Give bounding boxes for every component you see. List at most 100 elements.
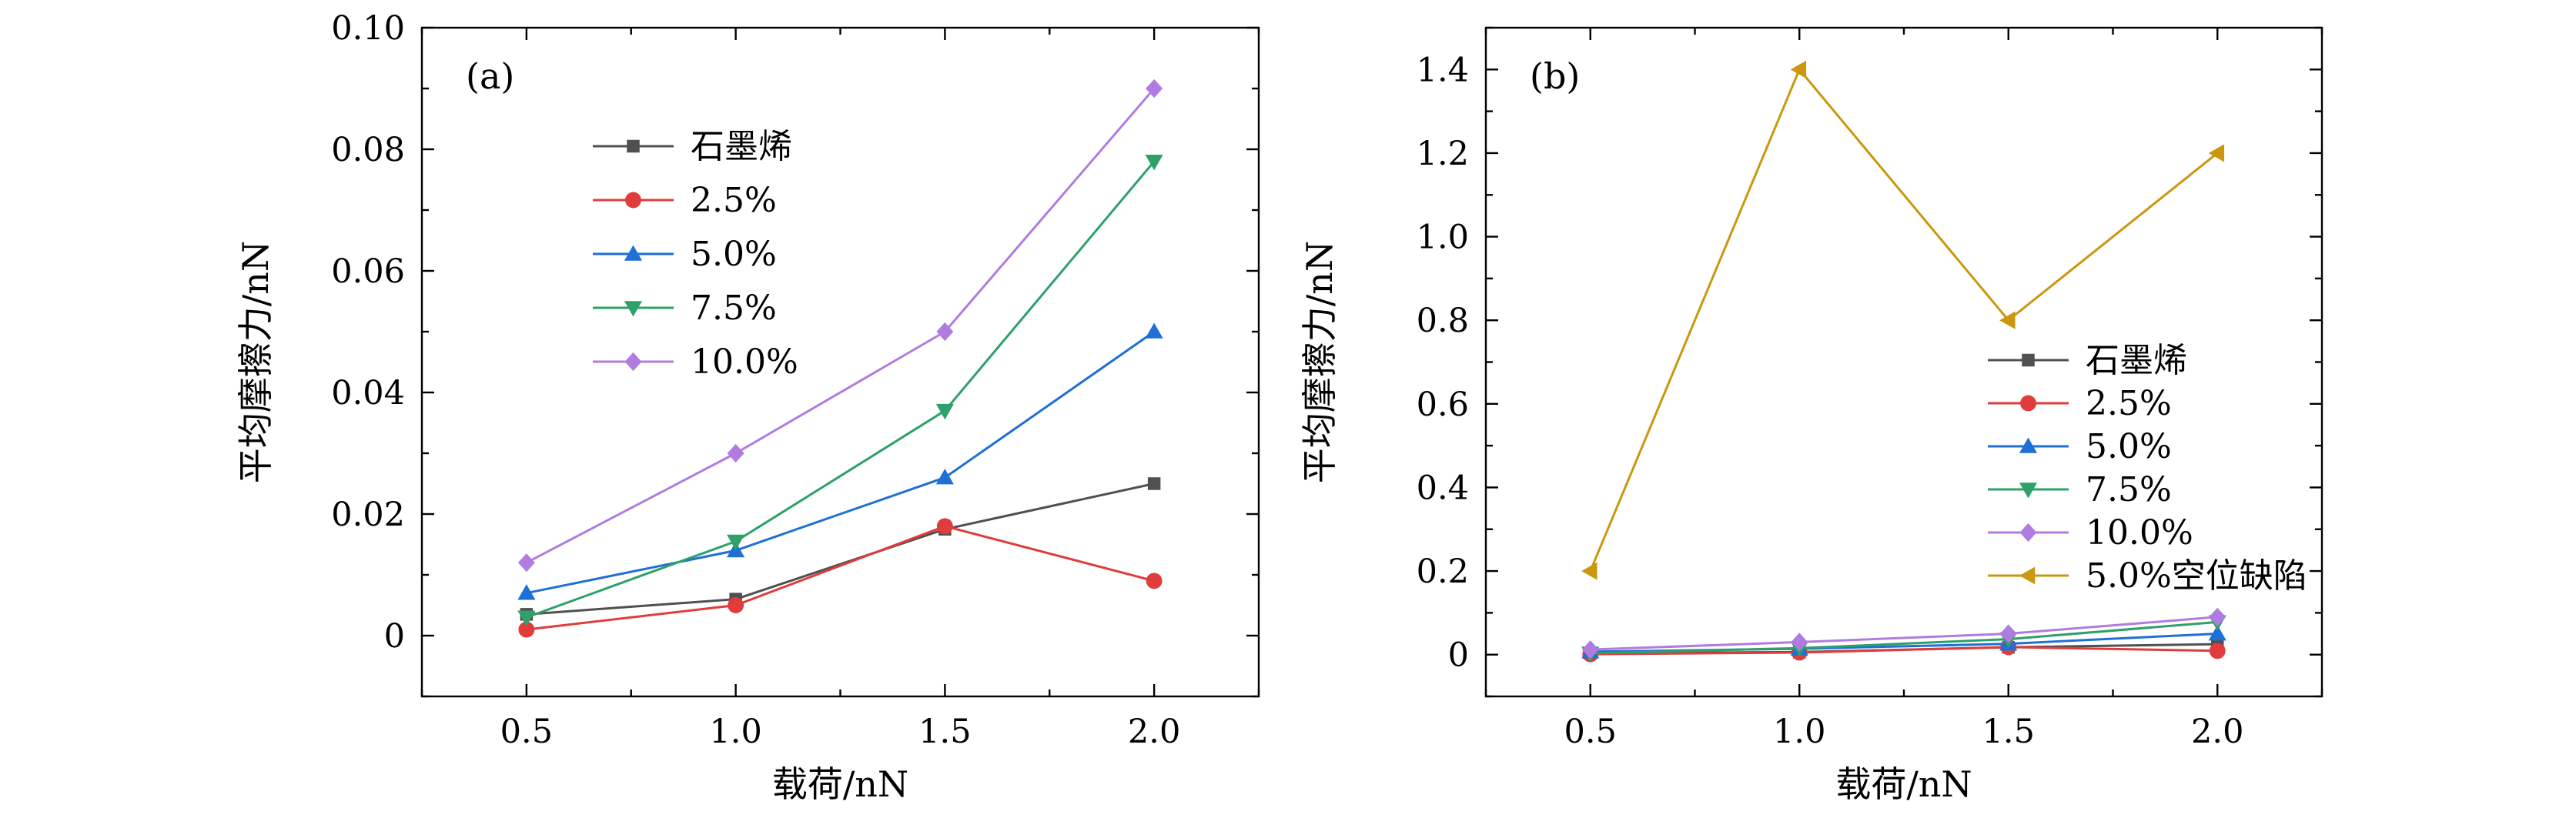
y-tick-label: 0.08: [331, 131, 405, 169]
y-tick-label: 1.2: [1417, 135, 1469, 173]
data-point: [936, 518, 953, 535]
legend-marker: [2022, 353, 2035, 367]
panel-label: (b): [1530, 55, 1580, 97]
series-1: [520, 477, 1161, 621]
x-tick-label: 1.0: [709, 713, 761, 751]
legend-item: 5.0%: [1988, 427, 2172, 466]
legend-label: 10.0%: [691, 342, 798, 382]
series-line: [526, 482, 1155, 616]
series-5: [1581, 607, 2226, 659]
data-point: [1581, 562, 1597, 580]
y-tick-label: 0.4: [1417, 469, 1469, 507]
y-tick-label: 1.0: [1417, 219, 1469, 257]
data-point: [1146, 78, 1163, 98]
data-point: [2208, 624, 2226, 641]
y-tick-label: 0.2: [1417, 553, 1469, 591]
x-tick-label: 1.5: [1982, 713, 2035, 751]
panel-b: 0.5 1.0 1.5 2.0 0 0.2 0.4 0.6 0.8 1.0 1.2 1.4 载荷/nN 平…: [1299, 26, 2323, 805]
legend-label: 7.5%: [691, 289, 777, 328]
x-tick-label: 2.0: [2191, 713, 2243, 751]
data-point: [517, 610, 536, 626]
data-point: [518, 621, 535, 638]
y-axis: 0 0.02 0.04 0.06 0.08 0.10: [331, 9, 1259, 698]
y-axis-title: 平均摩擦力/nN: [1299, 241, 1340, 483]
x-axis: 0.5 1.0 1.5 2.0: [1484, 28, 2323, 751]
x-axis-title: 载荷/nN: [772, 763, 908, 805]
plot-frame: [420, 26, 1260, 698]
data-point: [728, 597, 744, 613]
x-tick-label: 1.0: [1773, 713, 1825, 751]
legend-marker: [624, 301, 643, 317]
data-point: [1146, 573, 1163, 589]
legend-item: 5.0%空位缺陷: [1988, 556, 2307, 596]
y-axis-title: 平均摩擦力/nN: [235, 241, 276, 483]
x-tick-label: 2.0: [1128, 713, 1180, 751]
y-tick-label: 0: [1448, 636, 1469, 675]
x-tick-label: 0.5: [500, 713, 553, 751]
data-point: [935, 469, 954, 485]
series-5: [517, 78, 1163, 573]
series-line: [1590, 620, 2218, 655]
data-point: [1145, 155, 1163, 171]
panel-label: (a): [466, 55, 514, 97]
y-tick-label: 0.04: [331, 374, 405, 412]
y-tick-label: 0.10: [331, 9, 405, 48]
legend-item: 5.0%: [593, 235, 777, 274]
y-tick-label: 0.02: [331, 496, 405, 534]
legend-marker: [2020, 395, 2036, 412]
legend-marker: [624, 245, 643, 261]
legend-label: 5.0%: [2086, 427, 2172, 466]
series-6: [1581, 60, 2225, 580]
legend-label: 5.0%空位缺陷: [2086, 556, 2307, 596]
legend-item: 10.0%: [1988, 513, 2193, 553]
series-2: [518, 518, 1163, 638]
legend-marker: [624, 352, 642, 372]
legend-marker: [627, 139, 640, 153]
legend-marker: [2019, 482, 2038, 499]
y-axis: 0 0.2 0.4 0.6 0.8 1.0 1.2 1.4: [1417, 26, 2322, 698]
legend-marker: [2019, 437, 2038, 453]
x-tick-label: 0.5: [1564, 713, 1617, 751]
x-tick-label: 1.5: [918, 713, 971, 751]
series-line: [1589, 67, 2219, 572]
legend-marker: [2019, 523, 2037, 543]
data-point: [1581, 640, 1599, 659]
legend-item: 7.5%: [1988, 470, 2172, 509]
series-line: [526, 160, 1156, 619]
y-tick-label: 0: [384, 617, 405, 656]
legend: 石墨烯 2.5% 5.0% 7.5% 10.0%: [593, 127, 798, 382]
legend-label: 10.0%: [2086, 513, 2193, 553]
series-line: [526, 525, 1155, 631]
data-point: [727, 443, 744, 463]
series-line: [526, 330, 1155, 595]
legend-label: 2.5%: [691, 181, 777, 220]
legend-item: 10.0%: [593, 342, 798, 382]
data-point: [727, 534, 745, 551]
legend-item: 2.5%: [1988, 384, 2172, 423]
series-line: [526, 88, 1156, 564]
legend-label: 2.5%: [2086, 384, 2172, 423]
legend-label: 5.0%: [691, 235, 777, 274]
legend-item: 石墨烯: [1988, 341, 2187, 380]
y-tick-label: 0.8: [1417, 302, 1469, 340]
panel-a: 0.5 1.0 1.5 2.0 0 0.02 0.04 0.06 0.08 0.10 载荷/nN 平均…: [235, 9, 1260, 805]
legend-marker: [2019, 566, 2036, 585]
legend: 石墨烯 2.5% 5.0% 7.5% 10.0%5.0%空位缺陷: [1988, 341, 2307, 596]
data-point: [2209, 643, 2226, 659]
y-tick-label: 0.06: [331, 252, 405, 291]
legend-label: 石墨烯: [2086, 341, 2187, 380]
series-line: [1590, 646, 2218, 656]
legend-marker: [625, 192, 641, 209]
legend-label: 石墨烯: [691, 127, 792, 166]
series-line: [1590, 616, 2218, 651]
data-point: [1790, 60, 1807, 78]
data-point: [1145, 322, 1163, 339]
data-point: [517, 553, 535, 573]
data-point: [936, 322, 954, 342]
plot-frame: [1484, 26, 2323, 698]
y-tick-label: 0.6: [1417, 386, 1469, 424]
series-4: [517, 155, 1163, 626]
data-point: [1999, 311, 2016, 329]
y-tick-label: 1.4: [1417, 51, 1469, 89]
